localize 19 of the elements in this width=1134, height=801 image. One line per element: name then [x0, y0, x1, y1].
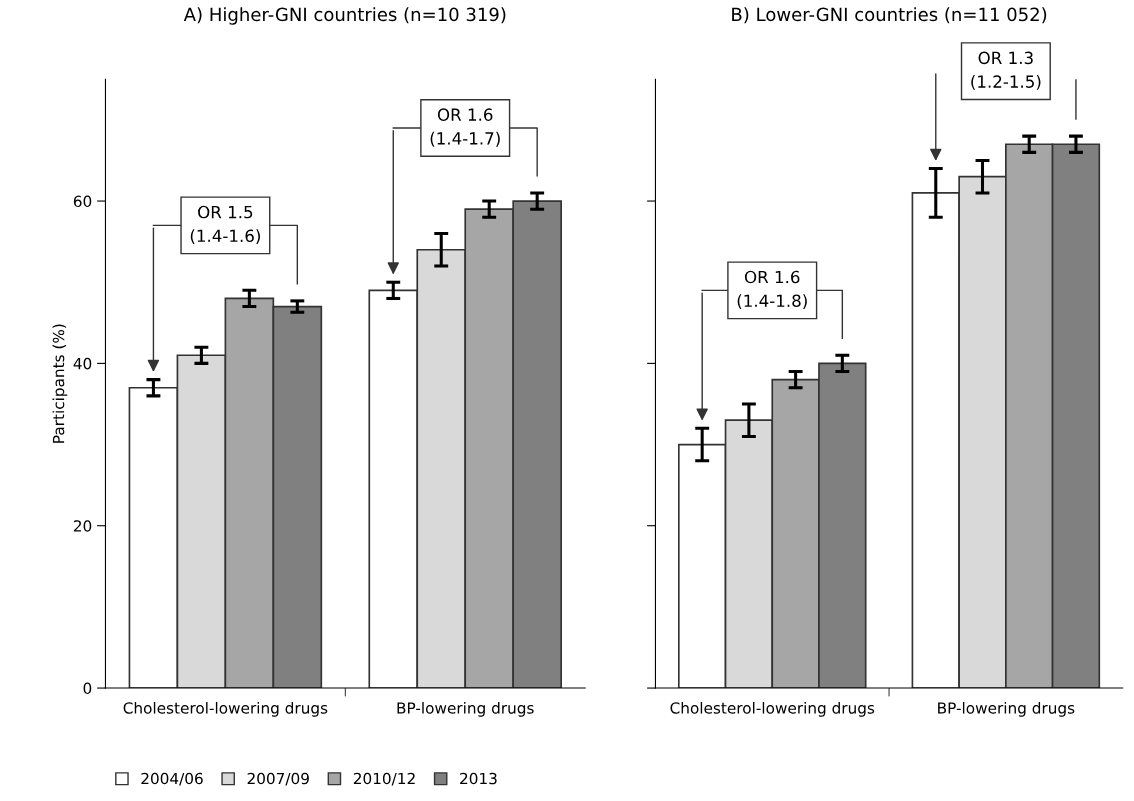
legend-label: 2013	[460, 772, 497, 785]
y-tick-label: 60	[73, 195, 92, 208]
x-tick-label: BP-lowering drugs	[397, 701, 534, 717]
x-tick-label: BP-lowering drugs	[938, 701, 1075, 717]
y-tick-label: 20	[73, 520, 92, 532]
y-tick-label: 0	[83, 682, 92, 695]
legend-label: 2007/09	[247, 772, 309, 786]
annotation: OR 1.3 (1.2-1.5)	[971, 51, 1041, 90]
y-axis-title: Participants (%)	[52, 324, 68, 443]
y-tick-label: 40	[73, 357, 92, 370]
annotation: OR 1.5 (1.4-1.6)	[190, 205, 260, 245]
x-tick-label: Cholesterol-lowering drugs	[123, 701, 328, 717]
legend-label: 2010/12	[353, 772, 415, 786]
chart-title: B) Lower-GNI countries (n=11 052)	[732, 7, 1047, 24]
annotation: OR 1.6 (1.4-1.7)	[430, 108, 500, 147]
x-tick-label: Cholesterol-lowering drugs	[670, 701, 875, 717]
annotation: OR 1.6 (1.4-1.8)	[737, 270, 807, 309]
legend-label: 2004/06	[141, 772, 203, 786]
chart-title: A) Higher-GNI countries (n=10 319)	[183, 7, 506, 25]
